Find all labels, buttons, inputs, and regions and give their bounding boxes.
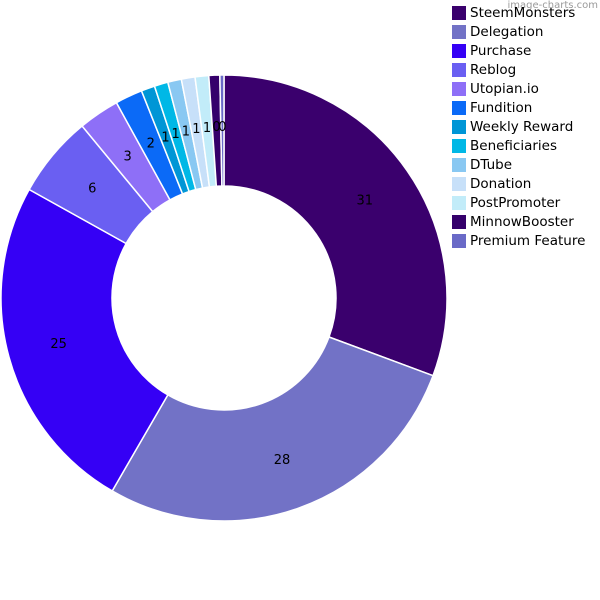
legend-swatch [452,157,466,172]
legend-swatch [452,138,466,153]
legend-item: Delegation [452,22,585,41]
legend-item: DTube [452,155,585,174]
legend-swatch [452,233,466,248]
legend-item: Weekly Reward [452,117,585,136]
slice-purchase [0,188,169,492]
legend-item: Utopian.io [452,79,585,98]
legend-item: MinnowBooster [452,212,585,231]
legend-swatch [452,214,466,229]
slice-label: 25 [50,337,67,352]
legend-label: Reblog [470,61,517,78]
slice-delegation [111,336,434,522]
legend-item: Fundition [452,98,585,117]
slice-label: 1 [171,127,179,142]
slice-label: 1 [161,130,169,145]
legend-swatch [452,176,466,191]
legend-label: PostPromoter [470,194,561,211]
legend: SteemMonsters Delegation Purchase Reblog Uto… [452,3,585,250]
legend-swatch [452,5,466,20]
legend-label: DTube [470,156,513,173]
slice-label: 31 [357,194,374,209]
watermark: image-charts.com [507,0,599,11]
legend-label: MinnowBooster [470,213,574,230]
legend-swatch [452,100,466,115]
slice-label: 0 [218,120,226,135]
legend-swatch [452,119,466,134]
legend-label: SteemMonsters [470,4,576,21]
slice-steemmonsters [223,74,448,377]
slice-label: 6 [88,182,96,197]
legend-swatch [452,43,466,58]
legend-item: SteemMonsters [452,3,585,22]
legend-label: Weekly Reward [470,118,574,135]
legend-swatch [452,81,466,96]
legend-label: Donation [470,175,532,192]
legend-swatch [452,24,466,39]
slice-label: 0 [212,120,220,135]
legend-label: Utopian.io [470,80,539,97]
slice-label: 2 [147,136,155,151]
slice-label: 1 [182,124,190,139]
slice-premium-feature [219,74,225,187]
legend-label: Delegation [470,23,544,40]
slices [0,74,448,522]
slice-label: 1 [203,121,211,136]
legend-item: Reblog [452,60,585,79]
legend-item: Donation [452,174,585,193]
legend-swatch [452,62,466,77]
legend-item: PostPromoter [452,193,585,212]
legend-item: Purchase [452,41,585,60]
legend-item: Premium Feature [452,231,585,250]
slice-label: 3 [124,150,132,165]
slice-label: 1 [192,122,200,137]
legend-label: Purchase [470,42,532,59]
legend-item: Beneficiaries [452,136,585,155]
legend-label: Fundition [470,99,533,116]
legend-label: Beneficiaries [470,137,558,154]
legend-label: Premium Feature [470,232,586,249]
legend-swatch [452,195,466,210]
slice-label: 28 [274,453,291,468]
